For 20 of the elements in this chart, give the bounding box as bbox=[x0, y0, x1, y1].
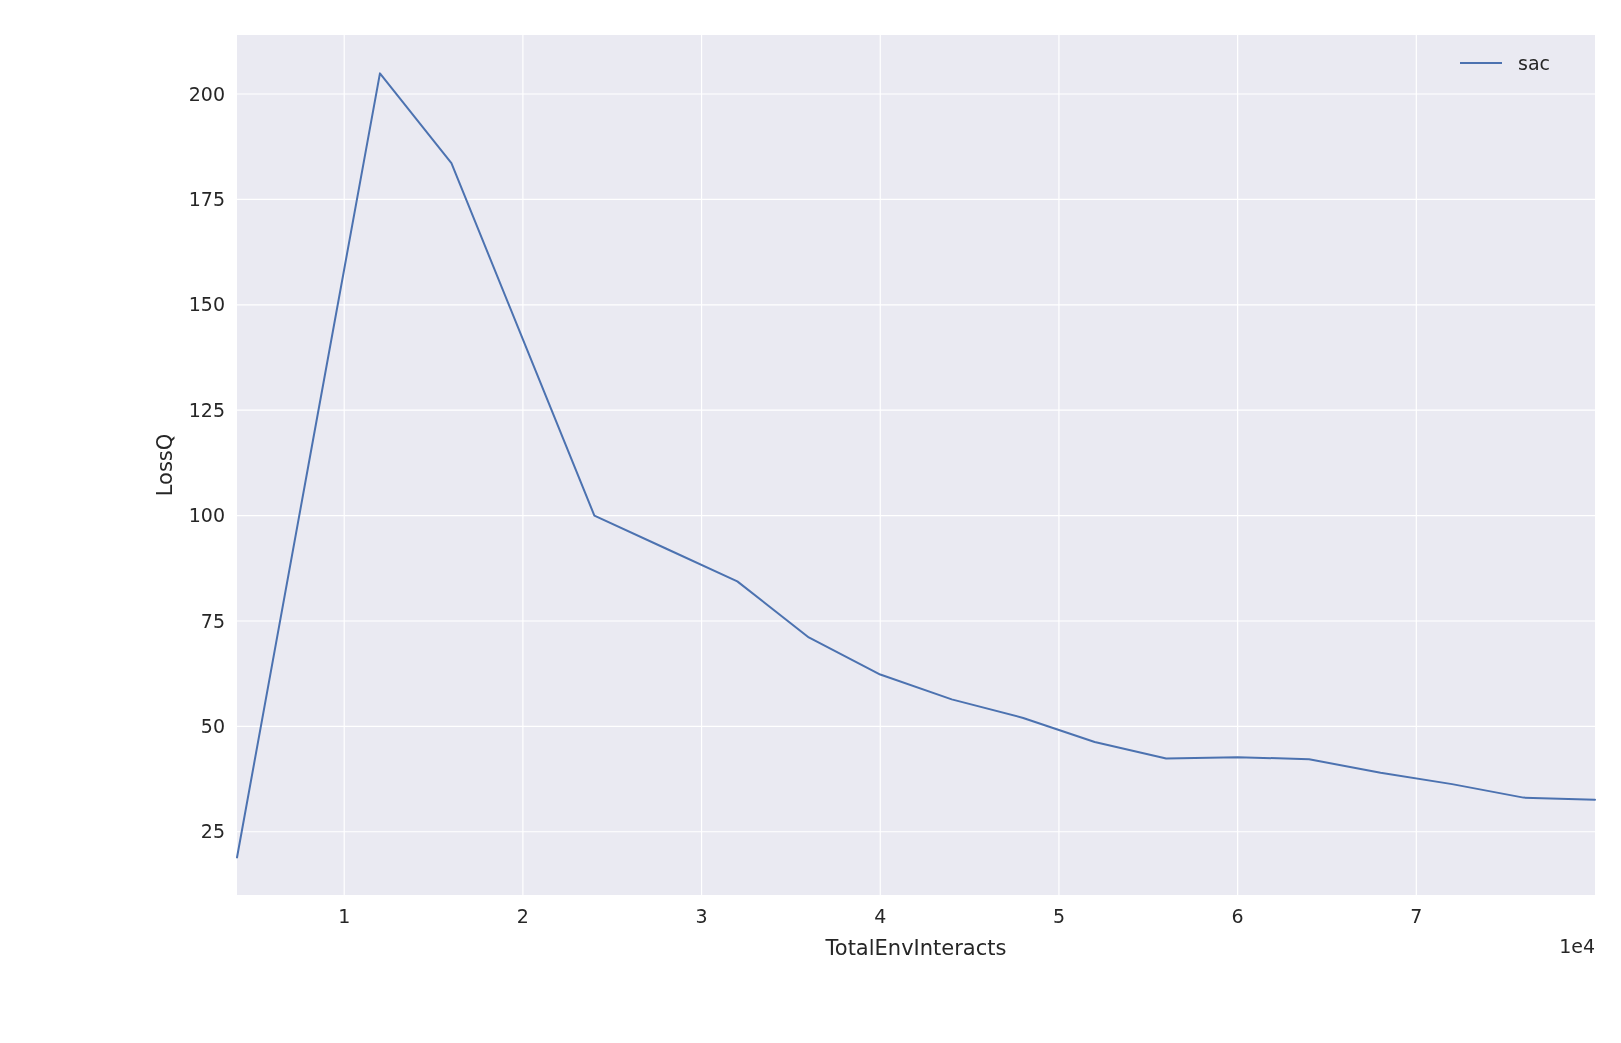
y-tick-label: 125 bbox=[188, 398, 225, 421]
y-tick-label: 100 bbox=[188, 504, 225, 527]
line-series bbox=[236, 72, 1596, 859]
y-axis-title: LossQ bbox=[153, 433, 177, 497]
y-tick-label: 200 bbox=[188, 82, 225, 105]
x-tick-label: 5 bbox=[1052, 905, 1065, 927]
x-tick-label: 7 bbox=[1410, 905, 1423, 927]
y-tick-label: 75 bbox=[200, 609, 225, 632]
y-tick-label: 25 bbox=[200, 820, 225, 843]
x-tick-label: 2 bbox=[516, 905, 529, 927]
y-tick-label: 175 bbox=[188, 188, 225, 211]
x-tick-label: 3 bbox=[695, 905, 708, 927]
text: 1e4 bbox=[1559, 935, 1595, 957]
x-tick-label: 4 bbox=[874, 905, 887, 927]
y-tick-label: 50 bbox=[200, 715, 225, 738]
x-axis-title: TotalEnvInteracts bbox=[824, 936, 1007, 960]
x-tick-label: 1 bbox=[338, 905, 351, 927]
legend-label: sac bbox=[1518, 51, 1550, 74]
x-tick-label: 6 bbox=[1231, 905, 1244, 927]
y-tick-label: 150 bbox=[188, 293, 225, 316]
